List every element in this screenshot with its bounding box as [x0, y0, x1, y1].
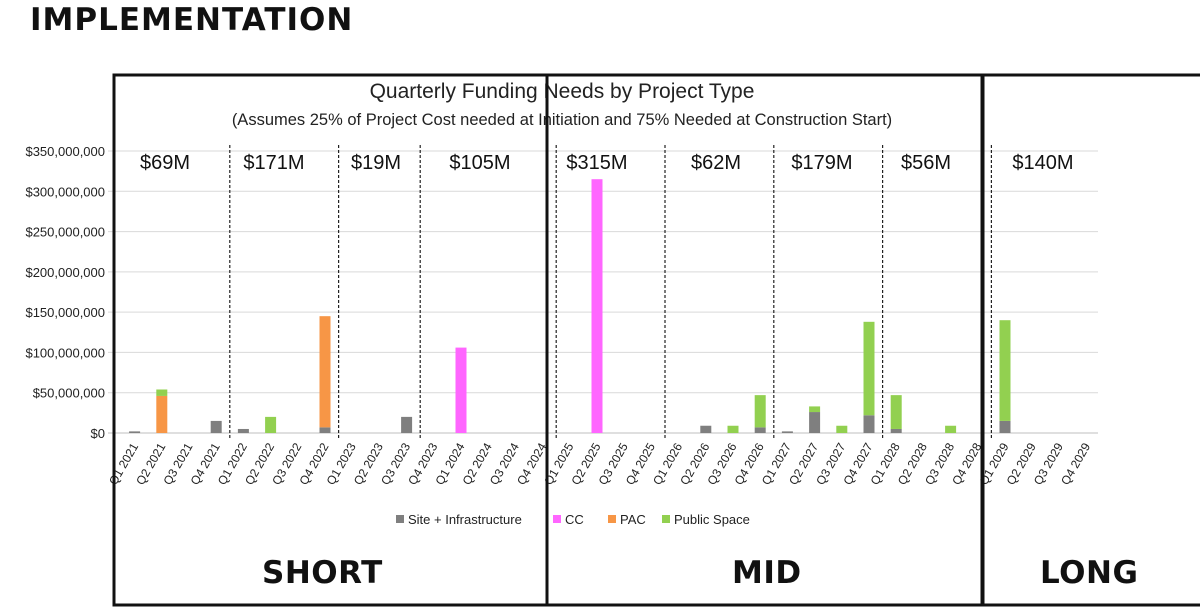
bar	[754, 395, 766, 428]
bar	[999, 420, 1011, 433]
bar	[890, 395, 902, 429]
bar	[863, 415, 875, 433]
bar	[781, 431, 793, 433]
bar	[836, 425, 848, 433]
period-total-label: $140M	[1012, 152, 1073, 174]
bar	[319, 316, 331, 428]
period-total-label: $105M	[449, 152, 510, 174]
period-total-label: $62M	[691, 152, 741, 174]
period-total-label: $179M	[791, 152, 852, 174]
period-total-label: $315M	[566, 152, 627, 174]
phase-label-long: LONG	[1040, 555, 1139, 591]
period-total-label: $56M	[901, 152, 951, 174]
legend-swatch	[553, 515, 561, 523]
bar	[727, 425, 739, 433]
phase-frames	[112, 73, 1200, 607]
y-tick-label: $300,000,000	[25, 184, 105, 199]
bar	[156, 389, 168, 396]
chart-subtitle: (Assumes 25% of Project Cost needed at I…	[232, 111, 892, 129]
y-tick-label: $350,000,000	[25, 144, 105, 159]
legend-label: Site + Infrastructure	[408, 512, 522, 527]
period-total-label: $19M	[351, 152, 401, 174]
period-total-label: $69M	[140, 152, 190, 174]
period-dividers	[229, 145, 993, 440]
bar	[319, 427, 331, 433]
chart-title: Quarterly Funding Needs by Project Type	[370, 80, 755, 103]
phase-label-mid: MID	[732, 555, 802, 591]
legend-label: Public Space	[674, 512, 750, 527]
y-tick-label: $200,000,000	[25, 265, 105, 280]
grid-lines	[108, 150, 1098, 434]
bar	[455, 347, 467, 433]
bar	[999, 320, 1011, 421]
bar	[237, 428, 249, 433]
bar	[890, 428, 902, 433]
y-tick-label: $0	[91, 426, 105, 441]
bar	[945, 425, 957, 433]
y-tick-label: $100,000,000	[25, 345, 105, 360]
legend-label: CC	[565, 512, 584, 527]
bar	[863, 321, 875, 416]
bar	[156, 395, 168, 433]
legend-swatch	[662, 515, 670, 523]
y-tick-label: $150,000,000	[25, 305, 105, 320]
legend-swatch	[396, 515, 404, 523]
legend-label: PAC	[620, 512, 646, 527]
bar	[129, 431, 141, 433]
bar	[809, 406, 821, 413]
bar	[754, 427, 766, 433]
bar-group	[129, 179, 1011, 433]
period-totals: $69M $171M $19M $105M $315M $62M $179M $56M $140…	[140, 152, 1074, 174]
y-tick-label: $50,000,000	[33, 386, 105, 401]
bar	[210, 420, 222, 433]
long-phase-frame	[981, 73, 1200, 607]
legend-swatch	[608, 515, 616, 523]
y-axis: $0 $50,000,000 $100,000,000 $150,000,000 $20…	[25, 144, 105, 441]
page-title: IMPLEMENTATION	[30, 2, 354, 38]
bar	[809, 412, 821, 433]
period-total-label: $171M	[243, 152, 304, 174]
bar	[401, 416, 413, 433]
phase-label-short: SHORT	[262, 555, 383, 591]
y-tick-label: $250,000,000	[25, 225, 105, 240]
bar	[265, 416, 277, 433]
bar	[591, 179, 603, 433]
legend: Site + Infrastructure CC PAC Public Space	[396, 512, 750, 527]
bar	[700, 425, 712, 433]
